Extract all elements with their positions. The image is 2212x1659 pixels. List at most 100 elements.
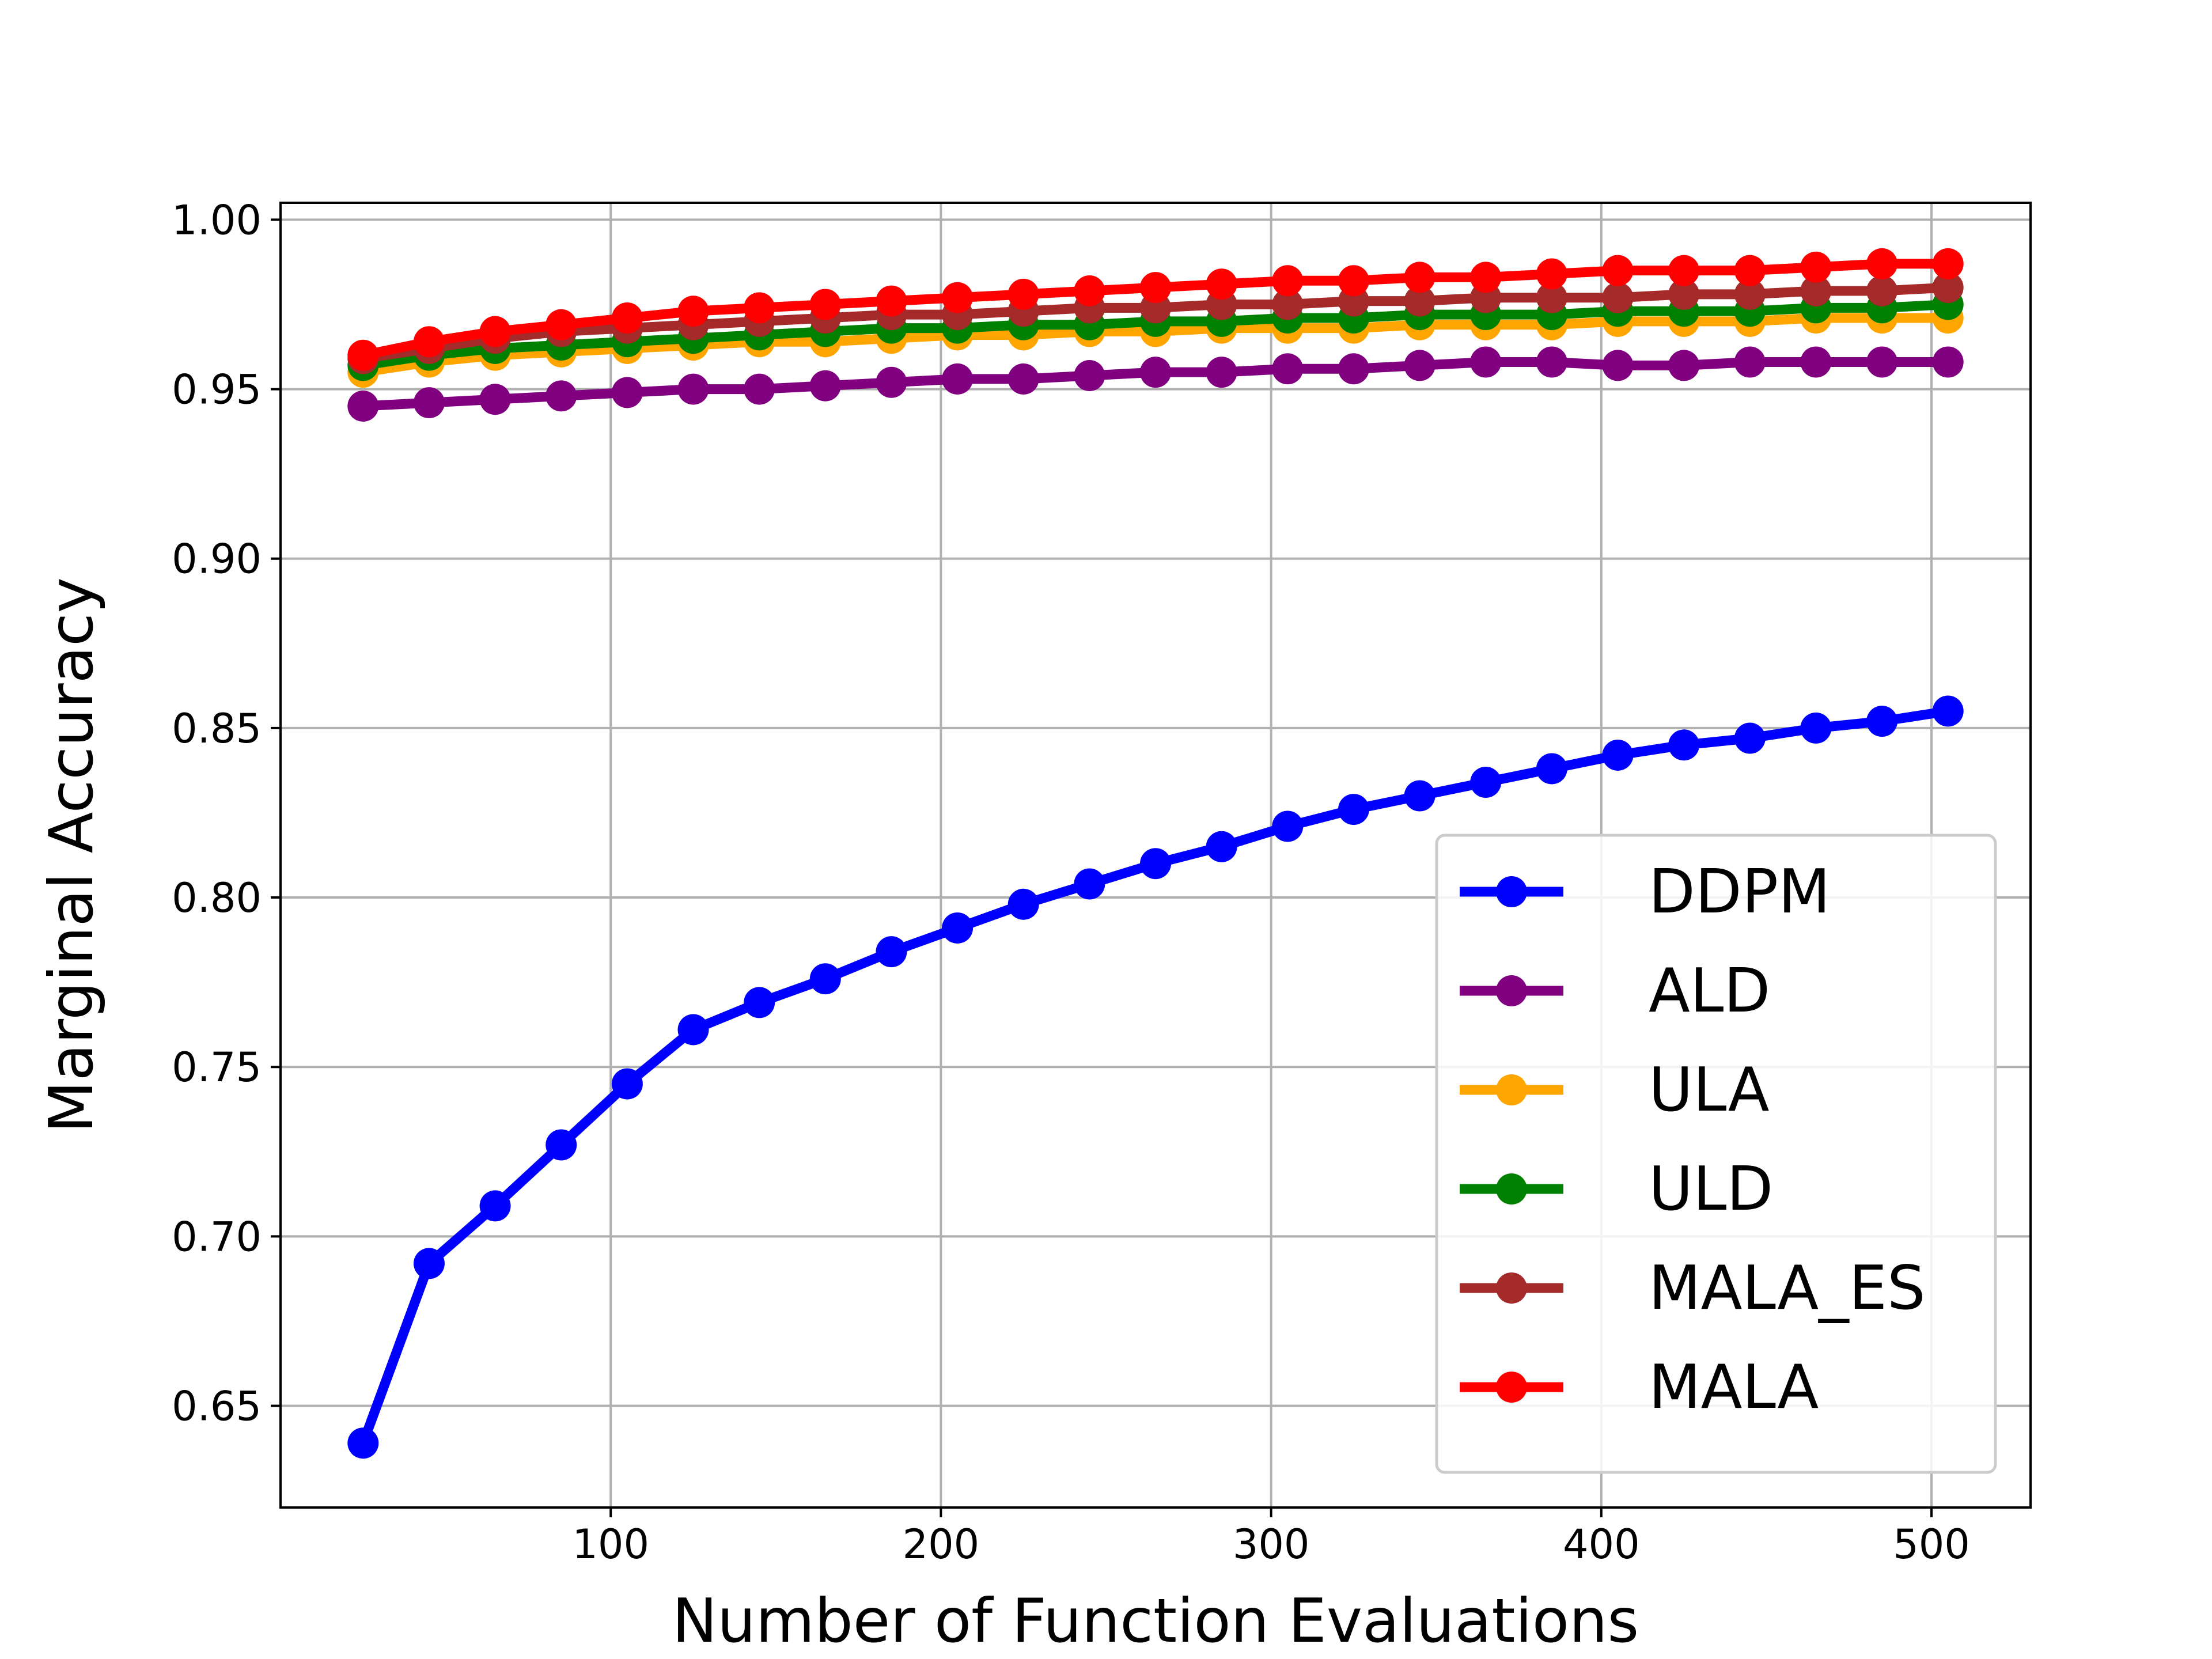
x-tick-label: 200	[903, 1521, 980, 1568]
legend-marker	[1496, 876, 1527, 907]
data-point	[413, 326, 445, 358]
legend-label: ALD	[1649, 956, 1770, 1026]
data-point	[942, 282, 974, 313]
data-point	[1074, 868, 1105, 900]
y-tick-label: 0.65	[172, 1383, 262, 1430]
data-point	[1734, 346, 1766, 378]
data-point	[611, 1068, 643, 1100]
legend-label: ULA	[1649, 1055, 1770, 1125]
legend-entry: ALD	[1460, 956, 1770, 1026]
data-point	[942, 363, 974, 395]
data-point	[1272, 353, 1304, 385]
data-point	[1404, 285, 1435, 317]
y-axis-title: Marginal Accuracy	[36, 577, 107, 1133]
legend-marker	[1496, 1074, 1527, 1105]
data-point	[479, 316, 511, 347]
data-point	[1734, 722, 1766, 754]
legend-label: ULD	[1649, 1154, 1773, 1224]
data-point	[1470, 346, 1502, 378]
data-point	[1007, 363, 1039, 395]
data-point	[1734, 255, 1766, 286]
data-point	[1800, 275, 1832, 306]
data-point	[1206, 268, 1237, 300]
data-point	[1272, 289, 1304, 320]
data-point	[347, 390, 379, 422]
data-point	[1602, 739, 1634, 771]
data-point	[1007, 888, 1039, 920]
data-point	[1932, 346, 1964, 378]
data-point	[1140, 848, 1171, 880]
legend-marker	[1496, 1272, 1527, 1304]
data-point	[1470, 767, 1502, 798]
legend-entry: DDPM	[1460, 857, 1831, 927]
series-ddpm	[347, 695, 1964, 1459]
data-point	[1536, 258, 1567, 290]
data-point	[809, 370, 841, 402]
data-point	[1734, 278, 1766, 310]
data-point	[479, 1190, 511, 1222]
data-point	[744, 373, 775, 405]
legend-box	[1435, 834, 1997, 1474]
data-point	[1007, 278, 1039, 310]
data-point	[1800, 251, 1832, 283]
data-point	[1140, 357, 1171, 388]
data-point	[744, 987, 775, 1018]
data-point	[1536, 753, 1567, 785]
data-point	[1932, 248, 1964, 279]
x-tick-label: 500	[1893, 1521, 1970, 1568]
data-point	[876, 285, 907, 317]
data-point	[611, 377, 643, 408]
data-point	[1272, 810, 1304, 842]
data-point	[546, 380, 577, 412]
data-point	[1602, 350, 1634, 381]
data-point	[611, 302, 643, 334]
data-point	[1536, 346, 1567, 378]
data-point	[413, 387, 445, 419]
data-point	[347, 1427, 379, 1459]
y-tick-label: 0.80	[172, 874, 262, 922]
data-point	[677, 373, 709, 405]
data-point	[1602, 282, 1634, 313]
data-point	[809, 289, 841, 320]
y-tick-label: 0.70	[172, 1213, 262, 1260]
data-point	[942, 912, 974, 944]
data-point	[876, 936, 907, 968]
data-point	[1800, 346, 1832, 378]
data-point	[479, 384, 511, 415]
data-point	[546, 309, 577, 340]
x-tick-label: 400	[1563, 1521, 1640, 1568]
axis-ticks: 100 200 300 400 500 0.65 0.70 0.75 0.80 0.85 0.90 0…	[172, 196, 1970, 1568]
legend-marker	[1496, 975, 1527, 1006]
series-ald	[347, 346, 1964, 422]
data-point	[677, 296, 709, 327]
legend-label: MALA_ES	[1649, 1253, 1926, 1323]
legend-entry: ULD	[1460, 1154, 1773, 1224]
data-point	[1866, 275, 1898, 306]
data-point	[1602, 255, 1634, 286]
x-axis-title: Number of Function Evaluations	[672, 1586, 1639, 1656]
data-point	[1536, 282, 1567, 313]
data-point	[1470, 262, 1502, 293]
data-point	[1338, 794, 1369, 825]
data-point	[1338, 353, 1369, 385]
data-point	[1866, 346, 1898, 378]
data-point	[876, 366, 907, 398]
data-point	[1668, 729, 1700, 761]
data-point	[1668, 278, 1700, 310]
legend-marker	[1496, 1173, 1527, 1205]
y-tick-label: 0.75	[172, 1044, 262, 1091]
data-point	[1866, 248, 1898, 279]
data-point	[1866, 706, 1898, 737]
data-point	[1932, 695, 1964, 727]
data-point	[1404, 350, 1435, 381]
data-point	[546, 1129, 577, 1161]
y-tick-label: 0.90	[172, 536, 262, 583]
data-point	[809, 963, 841, 995]
data-point	[1074, 275, 1105, 306]
data-point	[1668, 255, 1700, 286]
data-point	[1668, 350, 1700, 381]
data-point	[1404, 262, 1435, 293]
y-tick-label: 0.95	[172, 366, 262, 414]
plot-frame	[279, 202, 2032, 1509]
